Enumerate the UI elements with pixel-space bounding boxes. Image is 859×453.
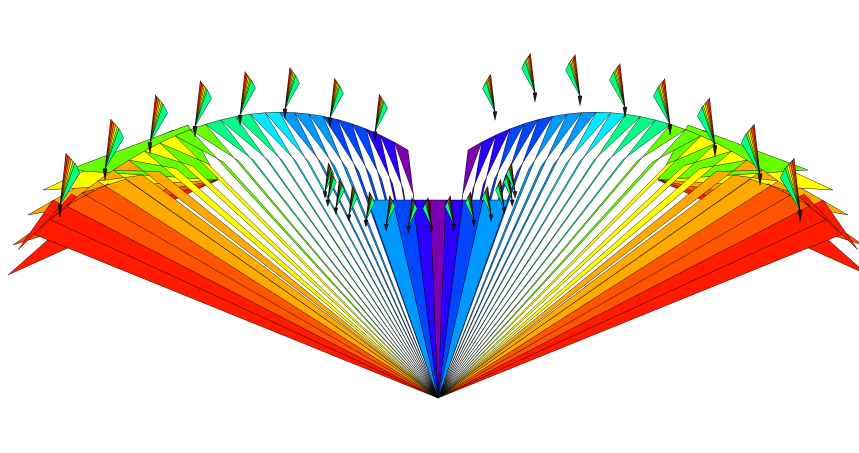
- left-fan-blade: [308, 113, 439, 399]
- spike-cluster-leaf: [653, 87, 671, 125]
- spike-cluster-leaf: [374, 101, 388, 132]
- spike-cluster-leaf: [194, 89, 212, 127]
- spike-cluster-leaf: [59, 162, 81, 206]
- left-fan-blade: [264, 111, 439, 399]
- spike-cluster-tip: [429, 225, 434, 234]
- spike-detail-layer: [57, 53, 803, 234]
- spike-cluster-tip: [757, 173, 763, 186]
- left-fan-blade: [81, 178, 439, 399]
- main-fan-layer: [7, 111, 859, 399]
- left-fan-blade: [159, 135, 439, 399]
- spike-cluster-tip: [451, 223, 456, 232]
- spike-cluster-leaf: [329, 85, 344, 119]
- right-fan-blade: [437, 150, 748, 399]
- spike-cluster-leaf: [741, 133, 761, 175]
- spike-cluster-tip: [712, 145, 718, 157]
- spike-cluster-tip: [797, 209, 803, 223]
- right-fan-blade: [437, 113, 568, 399]
- right-fan-blade: [437, 113, 641, 399]
- spike-cluster-tip: [325, 199, 331, 207]
- left-fan-blade: [250, 112, 439, 399]
- left-fan-blade: [205, 119, 439, 399]
- spike-cluster-tip: [57, 204, 63, 218]
- spike-cluster-leaf: [239, 79, 256, 116]
- spike-cluster-tip: [282, 108, 288, 119]
- left-fan-blade: [113, 159, 439, 399]
- spike-cluster-leaf: [327, 176, 337, 201]
- spike-cluster-tip: [384, 223, 389, 232]
- right-fan-blade: [437, 111, 597, 399]
- right-fan-blade: [437, 129, 702, 399]
- spike-cluster-tip: [488, 214, 494, 222]
- left-fan-blade: [190, 124, 439, 399]
- left-fan-blade: [220, 116, 439, 399]
- spike-cluster-leaf: [284, 75, 300, 110]
- spike-cluster-tip: [147, 142, 153, 154]
- spike-cluster-tip: [492, 111, 498, 121]
- left-fan-blade: [235, 113, 439, 399]
- right-fan-blade: [437, 124, 686, 399]
- spike-cluster-leaf: [503, 176, 513, 201]
- spike-cluster-leaf: [506, 168, 516, 192]
- spike-cluster-leaf: [422, 202, 432, 227]
- spike-cluster-tip: [512, 191, 518, 199]
- left-fan-blade: [279, 111, 439, 399]
- right-fan-blade: [437, 116, 656, 399]
- spike-cluster-tip: [192, 126, 198, 138]
- spike-cluster-leaf: [444, 200, 454, 225]
- spike-cluster-leaf: [104, 128, 124, 170]
- left-fan-blade: [128, 150, 439, 399]
- spike-cluster-leaf: [365, 196, 375, 221]
- spike-cluster-leaf: [386, 200, 396, 225]
- spike-cluster-tip: [322, 191, 328, 199]
- spike-cluster-leaf: [408, 202, 418, 227]
- right-fan-blade: [437, 112, 582, 399]
- spike-cluster-leaf: [521, 60, 536, 94]
- spike-cluster-tip: [509, 199, 515, 207]
- spike-cluster-tip: [622, 106, 628, 118]
- spike-cluster-leaf: [348, 191, 358, 215]
- right-fan-blade: [437, 135, 717, 399]
- spike-cluster-leaf: [697, 106, 716, 146]
- spike-cluster-leaf: [335, 184, 345, 209]
- spike-cluster-tip: [577, 95, 583, 106]
- left-fan-blade: [174, 129, 439, 399]
- spike-cluster-tip: [406, 225, 411, 234]
- right-fan-blade: [437, 111, 612, 399]
- spike-cluster-leaf: [609, 71, 626, 108]
- spike-cluster-tip: [363, 220, 369, 228]
- spike-cluster-leaf: [482, 81, 496, 112]
- spike-cluster-leaf: [482, 191, 492, 215]
- spike-cluster-leaf: [149, 103, 168, 143]
- spike-cluster-tip: [327, 117, 333, 128]
- spike-cluster-tip: [532, 92, 538, 103]
- spike-cluster-tip: [237, 114, 243, 126]
- right-fan-blade: [437, 169, 779, 399]
- spike-cluster-tip: [501, 207, 507, 215]
- spike-cluster-leaf: [779, 167, 801, 211]
- spike-cluster-leaf: [495, 184, 505, 209]
- left-fan-blade: [97, 169, 439, 399]
- right-fan-blade: [437, 159, 763, 399]
- spike-cluster-tip: [346, 214, 352, 222]
- left-fan-blade: [144, 142, 439, 399]
- spike-cluster-tip: [667, 124, 673, 136]
- right-fan-blade: [437, 142, 732, 399]
- spike-cluster-tip: [102, 168, 108, 181]
- spike-cluster-tip: [372, 131, 378, 141]
- spike-cluster-leaf: [565, 62, 581, 97]
- spike-cluster-leaf: [465, 196, 475, 221]
- central-spike-segment: [437, 199, 509, 399]
- spike-cluster-tip: [333, 207, 339, 215]
- spike-cluster-tip: [471, 220, 477, 228]
